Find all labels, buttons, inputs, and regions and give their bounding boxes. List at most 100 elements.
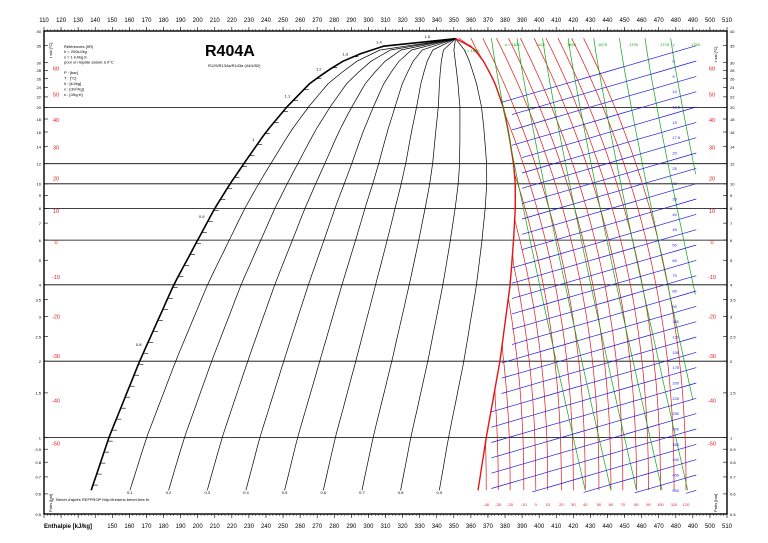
sat-temp-label-left: 40 [53,118,59,124]
y-tick-label-right: 40 [730,29,735,34]
quality-label: 0.1 [127,490,133,495]
entropy-label-liquid: 1.4 [376,40,382,45]
y-tick-label-left: 28 [37,68,42,73]
credit-text: F. Benet d'après REFPROP http://frederic… [52,497,150,502]
x-tick-label-top: 170 [141,18,152,24]
y-tick-label-left: 20 [37,105,42,110]
specific-volume-label: 20 [672,151,677,156]
y-tick-label-left: 0.5 [35,512,41,517]
sat-temp-label-right: -50 [708,441,716,447]
x-tick-label-bottom: 410 [551,524,562,530]
sat-temp-label-right: -30 [708,354,716,360]
y-tick-label-left: 1 [39,435,42,440]
y-tick-label-left: 0.6 [35,492,41,497]
x-tick-label-top: 220 [227,18,238,24]
isentrope-curve [567,38,663,491]
y-tick-label-left: 9 [39,193,42,198]
isotherm-label: -40 [483,502,490,507]
x-tick-label-bottom: 150 [107,524,118,530]
y-tick-label-right: 6 [730,238,733,243]
isochore-curve [491,413,697,474]
isotherm-label: 100 [657,502,664,507]
legend-entry: T : [°C] [64,76,76,81]
quality-line [168,38,456,491]
sat-temp-label-left: 50 [53,92,59,98]
isochore-curve [522,122,697,174]
x-tick-label-top: 360 [466,18,477,24]
x-tick-label-top: 320 [398,18,409,24]
isochore-curve [501,45,697,103]
isochore-curve [511,229,697,284]
x-tick-label-top: 160 [124,18,135,24]
specific-volume-label: 300 [672,426,679,431]
x-tick-label-bottom: 480 [671,524,682,530]
x-tick-label-bottom: 230 [244,524,255,530]
y-tick-label-right: 0.8 [730,460,736,465]
sat-temp-label-left: -50 [52,441,60,447]
y-tick-label-left: 12 [37,162,42,167]
specific-volume-label: 15 [672,120,677,125]
x-tick-label-bottom: 200 [193,524,204,530]
isotherm-label: 90 [646,502,651,507]
x-tick-label-top: 280 [329,18,340,24]
entropy-label-liquid: 1 [252,137,255,142]
sat-temp-label-left: -30 [52,354,60,360]
y-tick-label-right: 26 [730,76,735,81]
y-tick-label-right: 4 [730,283,733,288]
isochore-curve [491,351,697,413]
y-tick-label-left: 0.8 [35,460,41,465]
x-tick-label-top: 110 [39,18,49,24]
quality-line [438,38,488,491]
legend-entry: P : [bar] [64,70,78,75]
x-tick-label-bottom: 260 [295,524,306,530]
y-tick-label-left: 22 [37,95,42,100]
isochore-curve [511,290,697,345]
specific-volume-label: 60 [672,258,677,263]
y-tick-label-left: 18 [37,117,42,122]
isentrope-label-top: s = 1600 [505,42,521,47]
y-tick-label-right: 24 [730,85,735,90]
y-axis-label-top-right: t sat [°C] [713,47,718,62]
x-tick-label-top: 500 [705,18,716,24]
specific-volume-label: 12.5 [672,105,681,110]
label-layer: 110 120 130 140 1501501601601701701801801901… [35,18,736,530]
x-tick-label-top: 180 [159,18,170,24]
y-tick-label-right: 16 [730,130,735,135]
sat-temp-label-right: -20 [708,315,716,321]
x-tick-label-bottom: 500 [705,524,716,530]
isochore-curve [491,367,697,428]
specific-volume-label: 350 [672,442,679,447]
x-tick-label-top: 150 [107,18,118,24]
y-tick-label-right: 10 [730,182,735,187]
specific-volume-label: 450 [672,472,679,477]
specific-volume-label: 200 [672,380,679,385]
isotherm-curve [545,38,649,491]
plot-frame [43,30,728,515]
sat-temp-label-right: 40 [709,118,715,124]
y-tick-label-right: 1 [730,435,733,440]
specific-volume-label: 250 [672,411,679,416]
entropy-label-liquid: 0.8 [136,342,142,347]
isochore-curve [511,60,697,115]
specific-volume-label: 400 [672,457,679,462]
x-tick-label-top: 450 [620,18,631,24]
x-tick-label-top: 330 [415,18,426,24]
x-tick-label-bottom: 320 [398,524,409,530]
reference-note: h = 200kJ/kg [64,49,87,54]
y-tick-label-left: 7 [39,221,42,226]
x-tick-label-top: 250 [278,18,289,24]
x-tick-label-bottom: 490 [688,524,699,530]
isotherm-curve [557,38,661,491]
y-tick-label-left: 35 [37,44,42,49]
x-tick-label-top: 210 [210,18,221,24]
x-tick-label-top: 120 [56,18,67,24]
quality-label: 0.6 [321,490,327,495]
x-tick-label-bottom: 170 [141,524,152,530]
sat-temp-label-right: 20 [709,176,715,182]
isochore-curve [522,183,697,235]
entropy-label-liquid: 1.3 [342,51,348,56]
isochore-curve [522,152,697,204]
x-tick-label-top: 190 [176,18,187,24]
x-tick-label-top: 410 [551,18,562,24]
x-tick-label-bottom: 420 [568,524,579,530]
